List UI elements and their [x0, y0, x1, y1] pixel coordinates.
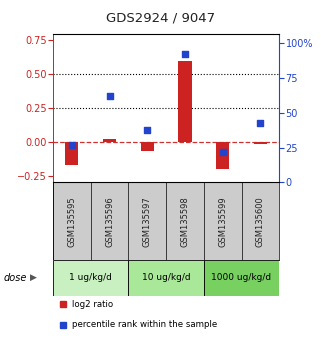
Point [69, 142, 74, 148]
Bar [204, 260, 279, 296]
Text: GSM135597: GSM135597 [143, 196, 152, 247]
Text: GSM135595: GSM135595 [67, 196, 76, 247]
Text: 1 ug/kg/d: 1 ug/kg/d [69, 273, 112, 282]
Bar [254, 142, 267, 144]
Text: ▶: ▶ [30, 273, 37, 282]
Text: 10 ug/kg/d: 10 ug/kg/d [142, 273, 190, 282]
Bar [53, 260, 128, 296]
Text: GSM135598: GSM135598 [180, 196, 189, 247]
Text: dose: dose [3, 273, 27, 283]
Text: GSM135600: GSM135600 [256, 196, 265, 247]
Text: percentile rank within the sample: percentile rank within the sample [72, 320, 217, 329]
Text: log2 ratio: log2 ratio [72, 300, 113, 309]
Text: GDS2924 / 9047: GDS2924 / 9047 [106, 12, 215, 25]
Bar [128, 260, 204, 296]
Bar [216, 142, 229, 169]
Text: 1000 ug/kg/d: 1000 ug/kg/d [212, 273, 272, 282]
Text: GSM135596: GSM135596 [105, 196, 114, 247]
Point [220, 149, 225, 155]
Point [107, 93, 112, 99]
Point [145, 127, 150, 132]
Point [258, 120, 263, 125]
Bar [65, 142, 78, 165]
Bar [103, 139, 116, 142]
Bar [178, 61, 192, 142]
Text: GSM135599: GSM135599 [218, 196, 227, 247]
Point [182, 52, 187, 57]
Bar [141, 142, 154, 151]
